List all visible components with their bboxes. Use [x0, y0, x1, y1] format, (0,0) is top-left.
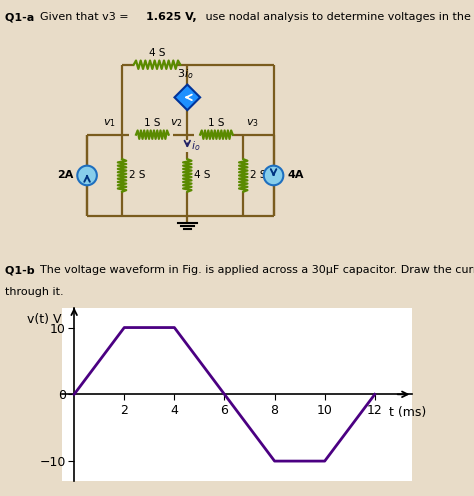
- Text: $3i_o$: $3i_o$: [177, 67, 193, 81]
- Text: 4A: 4A: [288, 171, 304, 181]
- Text: 2 S: 2 S: [129, 171, 146, 181]
- Circle shape: [77, 166, 97, 185]
- Text: $v_2$: $v_2$: [170, 117, 182, 129]
- Text: Q1-b: Q1-b: [5, 265, 38, 275]
- Text: $i_o$: $i_o$: [191, 139, 201, 153]
- Text: 2A: 2A: [57, 171, 73, 181]
- Text: $v_3$: $v_3$: [246, 117, 258, 129]
- Polygon shape: [174, 84, 200, 110]
- Text: 1 S: 1 S: [144, 118, 161, 127]
- Text: t (ms): t (ms): [389, 406, 426, 419]
- Text: use nodal analysis to determine voltages in the circuit of Fig.: use nodal analysis to determine voltages…: [202, 12, 474, 22]
- Circle shape: [264, 166, 283, 185]
- Text: The voltage waveform in Fig. is applied across a 30μF capacitor. Draw the curren: The voltage waveform in Fig. is applied …: [40, 265, 474, 275]
- Text: 1 S: 1 S: [208, 118, 225, 127]
- Text: through it.: through it.: [5, 288, 64, 298]
- Text: Q1-a: Q1-a: [5, 12, 38, 22]
- Text: Given that v3 =: Given that v3 =: [40, 12, 132, 22]
- Text: 1.625 V,: 1.625 V,: [146, 12, 196, 22]
- Text: 4 S: 4 S: [194, 171, 211, 181]
- Text: v(t) V: v(t) V: [27, 313, 62, 326]
- Text: 2 S: 2 S: [250, 171, 267, 181]
- Text: 4 S: 4 S: [149, 48, 165, 58]
- Text: $v_1$: $v_1$: [103, 117, 116, 129]
